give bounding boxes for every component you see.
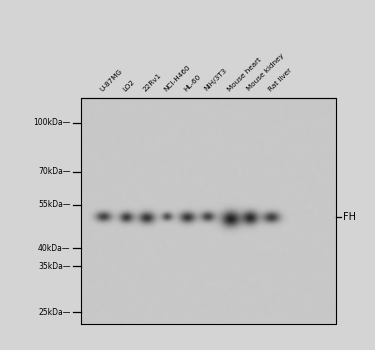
Text: LO2: LO2: [122, 78, 136, 92]
Text: NCI-H460: NCI-H460: [163, 64, 191, 92]
Text: HL-60: HL-60: [183, 73, 202, 92]
Text: 25kDa—: 25kDa—: [38, 308, 70, 317]
Text: 55kDa—: 55kDa—: [38, 200, 70, 209]
Text: Mouse heart: Mouse heart: [226, 56, 262, 92]
Text: Rat liver: Rat liver: [267, 67, 292, 92]
Text: 40kDa—: 40kDa—: [38, 244, 70, 253]
Text: U-87MG: U-87MG: [99, 68, 124, 92]
Text: 70kDa—: 70kDa—: [38, 167, 70, 176]
Text: FH: FH: [343, 212, 356, 222]
Text: Mouse kidney: Mouse kidney: [246, 53, 285, 92]
Text: 22Rv1: 22Rv1: [142, 72, 163, 92]
Text: 35kDa—: 35kDa—: [38, 262, 70, 271]
Text: NIH/3T3: NIH/3T3: [203, 68, 228, 92]
Text: 100kDa—: 100kDa—: [33, 118, 70, 127]
